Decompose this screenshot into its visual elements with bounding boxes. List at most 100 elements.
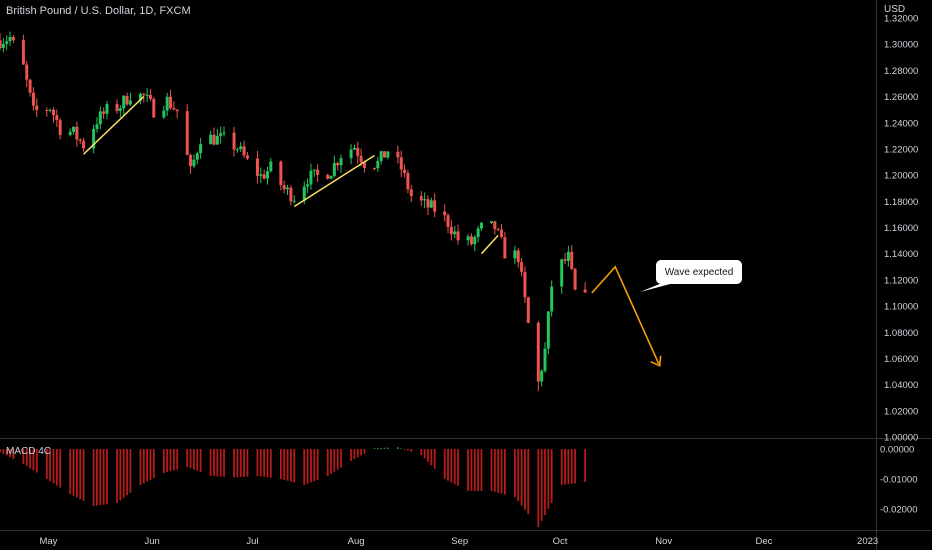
candle-up — [138, 93, 142, 101]
macd-bar-negative — [106, 449, 108, 505]
price-tick-label: 1.32000 — [884, 14, 918, 25]
candle-up — [379, 151, 383, 162]
candle-up — [306, 184, 310, 187]
macd-bar-negative — [152, 449, 155, 479]
trend-lines — [83, 96, 499, 255]
price-tick-label: 1.26000 — [884, 92, 918, 103]
candle-up — [259, 174, 263, 176]
macd-bar-negative — [22, 449, 25, 464]
macd-bar-negative — [316, 449, 319, 480]
macd-bar-negative — [52, 449, 55, 484]
macd-bar-negative — [196, 449, 199, 471]
candle-down — [185, 111, 189, 155]
candle-down — [570, 251, 574, 269]
macd-bar-negative — [356, 449, 359, 458]
callout-tail — [640, 283, 674, 292]
macd-bar-negative — [49, 449, 52, 482]
candle-up — [145, 94, 149, 96]
candle-up — [1, 43, 5, 49]
candle-down — [11, 36, 15, 41]
chart-title: British Pound / U.S. Dollar, 1D, FXCM — [6, 5, 191, 17]
candle-up — [122, 95, 126, 109]
macd-bar-negative — [547, 449, 550, 509]
macd-bar-negative — [0, 449, 1, 452]
macd-bar-negative — [283, 449, 286, 480]
candle-up — [95, 124, 99, 129]
macd-bar-negative — [246, 449, 249, 477]
macd-bar-negative — [239, 449, 242, 478]
candle-down — [336, 162, 340, 166]
macd-bar-negative — [477, 449, 480, 491]
projection-arrowhead — [650, 355, 662, 367]
candles — [0, 31, 587, 392]
candle-down — [102, 111, 106, 114]
candle-down — [232, 132, 236, 150]
macd-bar-negative — [363, 449, 366, 454]
macd-bar-negative — [447, 449, 449, 481]
candle-up — [329, 176, 333, 179]
candle-down — [58, 120, 62, 135]
macd-bar-negative — [223, 449, 225, 477]
price-tick-label: 1.22000 — [884, 144, 918, 155]
candle-down — [523, 271, 527, 298]
wave-expected-callout[interactable]: Wave expected — [656, 260, 742, 284]
macd-bar-negative — [517, 449, 520, 502]
macd-bar-negative — [584, 449, 587, 482]
candle-down — [115, 104, 119, 111]
candle-up — [302, 186, 306, 201]
candle-up — [118, 108, 122, 111]
macd-bar-negative — [263, 449, 266, 477]
price-tick-label: 1.08000 — [884, 328, 918, 339]
candle-down — [175, 109, 179, 112]
candle-up — [165, 96, 169, 111]
macd-bar-negative — [213, 449, 215, 477]
macd-bar-negative — [92, 449, 95, 506]
macd-bar-negative — [493, 449, 496, 492]
candle-down — [500, 229, 504, 238]
candle-down — [449, 226, 453, 235]
macd-bar-negative — [102, 449, 105, 505]
candle-down — [359, 155, 363, 163]
macd-bar-negative — [5, 449, 8, 456]
candle-up — [489, 221, 493, 223]
candle-up — [286, 187, 290, 190]
candle-down — [469, 236, 473, 245]
macd-bar-negative — [2, 449, 5, 454]
candle-up — [339, 158, 343, 166]
candle-down — [55, 115, 59, 121]
candle-down — [282, 185, 286, 190]
time-tick-label: May — [39, 536, 57, 547]
candle-down — [279, 161, 283, 186]
candle-down — [356, 147, 360, 156]
candle-up — [265, 171, 269, 179]
macd-bar-negative — [514, 449, 516, 497]
macd-bar-negative — [236, 449, 239, 478]
macd-bar-positive — [386, 447, 389, 449]
projection-path — [591, 265, 660, 365]
macd-bar-negative — [286, 449, 289, 481]
macd-bar-negative — [199, 449, 202, 473]
candle-down — [433, 200, 437, 212]
macd-bar-negative — [96, 449, 98, 506]
candle-up — [479, 222, 483, 229]
macd-bar-negative — [303, 449, 306, 485]
macd-bar-negative — [76, 449, 78, 498]
macd-bar-negative — [45, 449, 48, 479]
candle-down — [426, 199, 430, 208]
macd-bar-negative — [166, 449, 169, 473]
candle-down — [189, 154, 193, 167]
candle-up — [8, 36, 12, 42]
macd-bar-negative — [326, 449, 329, 476]
macd-bar-negative — [306, 449, 309, 484]
macd-bar-negative — [427, 449, 429, 462]
candle-down — [82, 140, 86, 149]
candle-up — [453, 231, 457, 235]
macd-bar-negative — [574, 449, 576, 484]
candle-up — [476, 228, 480, 238]
candle-down — [245, 155, 249, 159]
candle-down — [573, 268, 577, 290]
candle-up — [222, 132, 226, 134]
candle-up — [513, 250, 517, 259]
candle-up — [215, 135, 219, 145]
